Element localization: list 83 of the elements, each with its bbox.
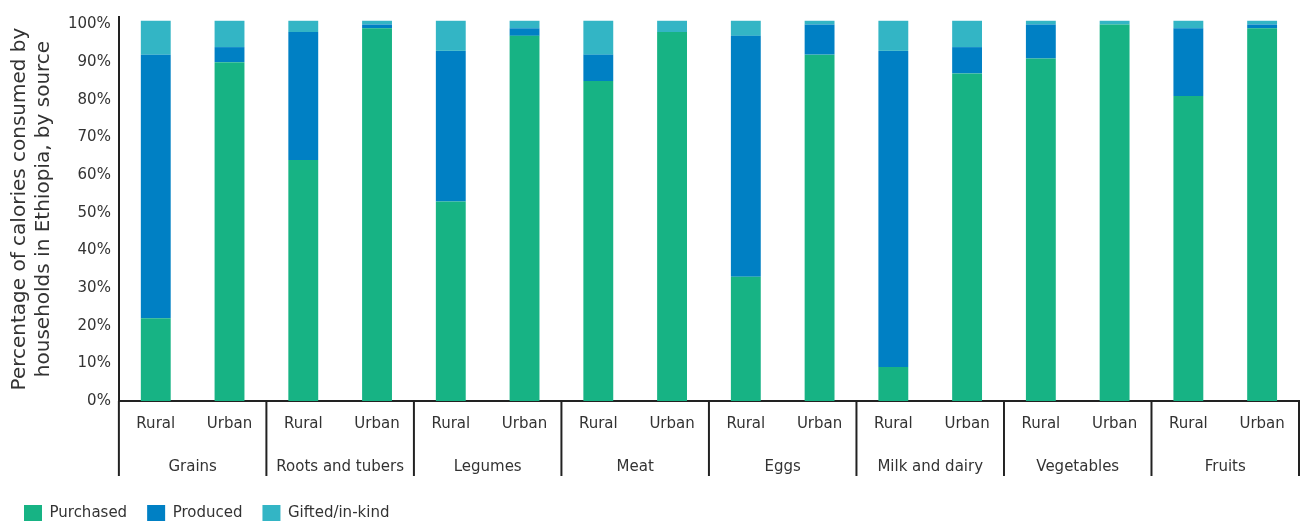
x-tick-label: Rural	[1021, 413, 1061, 432]
y-tick-label: 80%	[77, 89, 111, 108]
bar	[362, 20, 392, 25]
bar	[1247, 28, 1278, 401]
x-tick-label: Rural	[1168, 413, 1208, 432]
bar	[288, 32, 319, 161]
bar	[952, 20, 983, 48]
x-tick-label: Rural	[578, 413, 618, 432]
bar	[804, 54, 835, 401]
bar	[952, 47, 983, 74]
bar	[288, 20, 319, 33]
x-tick-label: Rural	[431, 413, 471, 432]
y-axis-title: Percentage of calories consumed by households in Ethiopia, by source	[6, 27, 55, 391]
x-tick-label: Urban	[354, 413, 400, 432]
bar	[1173, 28, 1204, 97]
bar	[214, 47, 245, 63]
bar	[730, 35, 761, 277]
bar	[657, 20, 687, 33]
x-tick-label: Urban	[206, 413, 253, 432]
bar	[140, 318, 171, 401]
y-tick-label: 10%	[77, 353, 111, 372]
x-tick-label: Rural	[136, 413, 176, 432]
bar	[1025, 58, 1056, 401]
bar	[952, 73, 983, 401]
bar	[1173, 96, 1204, 401]
text: Legumes	[453, 456, 522, 475]
bar	[878, 20, 909, 51]
bar	[657, 32, 687, 401]
x-tick-label: Urban	[1239, 413, 1285, 432]
bar	[509, 20, 540, 29]
bar	[730, 276, 761, 401]
bar	[214, 20, 245, 48]
x-tick-label: Rural	[726, 413, 766, 432]
bar	[509, 28, 540, 36]
x-tick-label: Urban	[649, 413, 695, 432]
bar	[804, 24, 835, 55]
y-tick-label: 20%	[77, 315, 111, 334]
bar	[730, 20, 761, 36]
bar	[583, 81, 614, 401]
y-tick-label: 50%	[77, 202, 111, 221]
bar	[362, 28, 392, 401]
bar	[878, 50, 909, 368]
x-tick-label: Urban	[944, 413, 990, 432]
bar	[214, 62, 245, 401]
bar	[1025, 24, 1056, 59]
bar	[140, 54, 171, 319]
text: Grains	[168, 456, 218, 475]
bar	[583, 20, 614, 55]
x-tick-label: Rural	[873, 413, 913, 432]
x-tick-label: Urban	[796, 413, 843, 432]
text: Roots and tubers	[276, 456, 405, 475]
y-tick-label: 40%	[77, 240, 111, 259]
y-tick-label: 100%	[67, 14, 111, 33]
bar	[1247, 20, 1278, 25]
legend-label: Gifted/in-kind	[287, 502, 390, 521]
text: Fruits	[1204, 456, 1246, 475]
bar	[804, 20, 835, 25]
x-tick-label: Urban	[501, 413, 548, 432]
bar	[878, 367, 909, 401]
bar	[288, 160, 319, 401]
y-tick-label: 30%	[77, 277, 111, 296]
bar	[435, 20, 466, 51]
bar	[435, 201, 466, 401]
bar	[1099, 24, 1130, 401]
y-tick-label: 60%	[77, 165, 111, 184]
legend-label: Produced	[172, 502, 243, 521]
bar	[583, 54, 614, 81]
bar	[140, 20, 171, 55]
y-tick-label: 0%	[87, 390, 111, 409]
bar	[509, 35, 540, 401]
legend-label: Purchased	[49, 502, 128, 521]
text: Vegetables	[1036, 456, 1120, 475]
text: Eggs	[764, 456, 802, 475]
text: Milk and dairy	[877, 456, 984, 475]
y-tick-label: 90%	[77, 52, 111, 71]
text: Meat	[616, 456, 654, 475]
bar	[1173, 20, 1204, 29]
x-tick-label: Rural	[283, 413, 323, 432]
bar	[1099, 20, 1130, 25]
bar	[1025, 20, 1056, 25]
bar	[435, 50, 466, 202]
x-tick-label: Urban	[1091, 413, 1138, 432]
y-tick-label: 70%	[77, 127, 111, 146]
